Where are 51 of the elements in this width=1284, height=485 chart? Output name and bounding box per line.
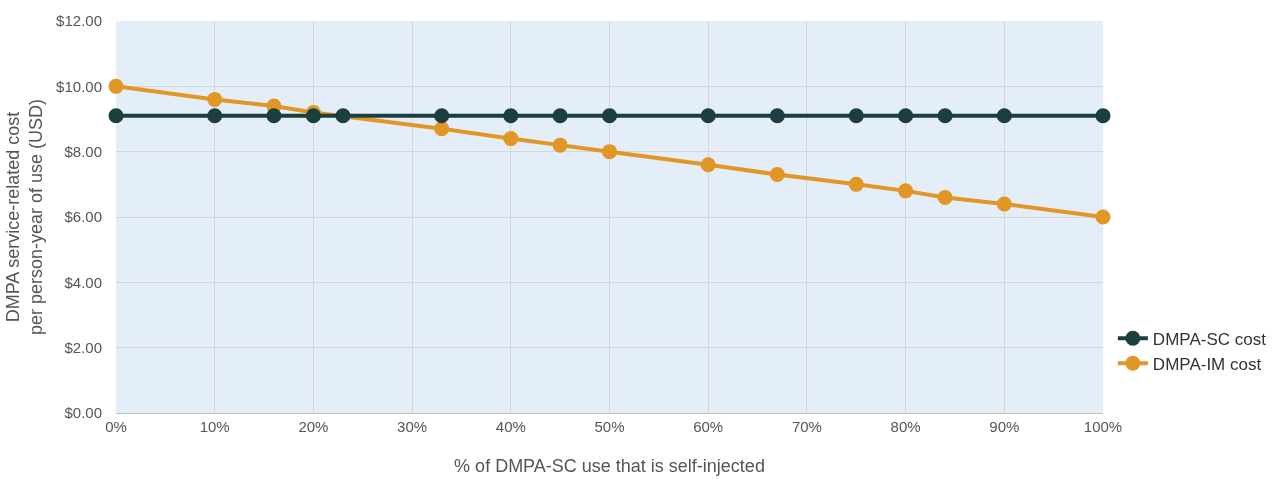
point (1095, 209, 1111, 225)
point (848, 176, 864, 192)
point (898, 108, 914, 124)
legend-label: DMPA-IM cost (1152, 354, 1262, 374)
y-tick-label: $2.00 (64, 338, 102, 356)
point (108, 108, 124, 124)
point (266, 108, 282, 124)
point (602, 108, 617, 124)
point (848, 108, 864, 124)
point (434, 121, 450, 137)
x-tick-label: 60% (693, 418, 724, 435)
y-tick-label: $4.00 (64, 273, 102, 291)
y-tick-label: $10.00 (56, 77, 102, 95)
point (937, 189, 953, 205)
x-tick-label: 90% (989, 418, 1020, 435)
point (769, 108, 785, 124)
point (700, 108, 716, 124)
y-tick-label: $6.00 (64, 208, 102, 226)
legend-label: DMPA-SC cost (1152, 329, 1267, 349)
y-tick-label: $8.00 (64, 142, 102, 160)
y-axis-title: DMPA service-related cost per person-year of use (USD) (2, 98, 47, 336)
x-tick-label: 20% (298, 418, 329, 435)
point (602, 144, 617, 160)
x-axis-title: % of DMPA-SC use that is self-injected (454, 456, 765, 477)
x-tick-label: 10% (199, 418, 230, 435)
point (769, 167, 785, 183)
x-tick-label: 40% (495, 418, 526, 435)
point (996, 196, 1012, 212)
x-tick-label: 30% (397, 418, 428, 435)
point (207, 108, 223, 124)
point (503, 131, 519, 147)
x-tick-label: 0% (105, 418, 127, 435)
point (898, 183, 914, 199)
point (552, 137, 568, 153)
point (434, 108, 450, 124)
point (335, 108, 351, 124)
point (700, 157, 716, 173)
point (503, 108, 519, 124)
y-tick-label: $0.00 (64, 404, 102, 422)
point (552, 108, 568, 124)
point (996, 108, 1012, 124)
x-tick-label: 80% (890, 418, 921, 435)
point (207, 91, 223, 107)
point (108, 78, 124, 94)
x-tick-label: 70% (791, 418, 822, 435)
y-tick-label: $12.00 (56, 12, 102, 30)
point (937, 108, 953, 124)
x-tick-label: 50% (594, 418, 625, 435)
point (305, 108, 321, 124)
x-tick-label: 100% (1083, 418, 1123, 435)
point (1095, 108, 1111, 124)
